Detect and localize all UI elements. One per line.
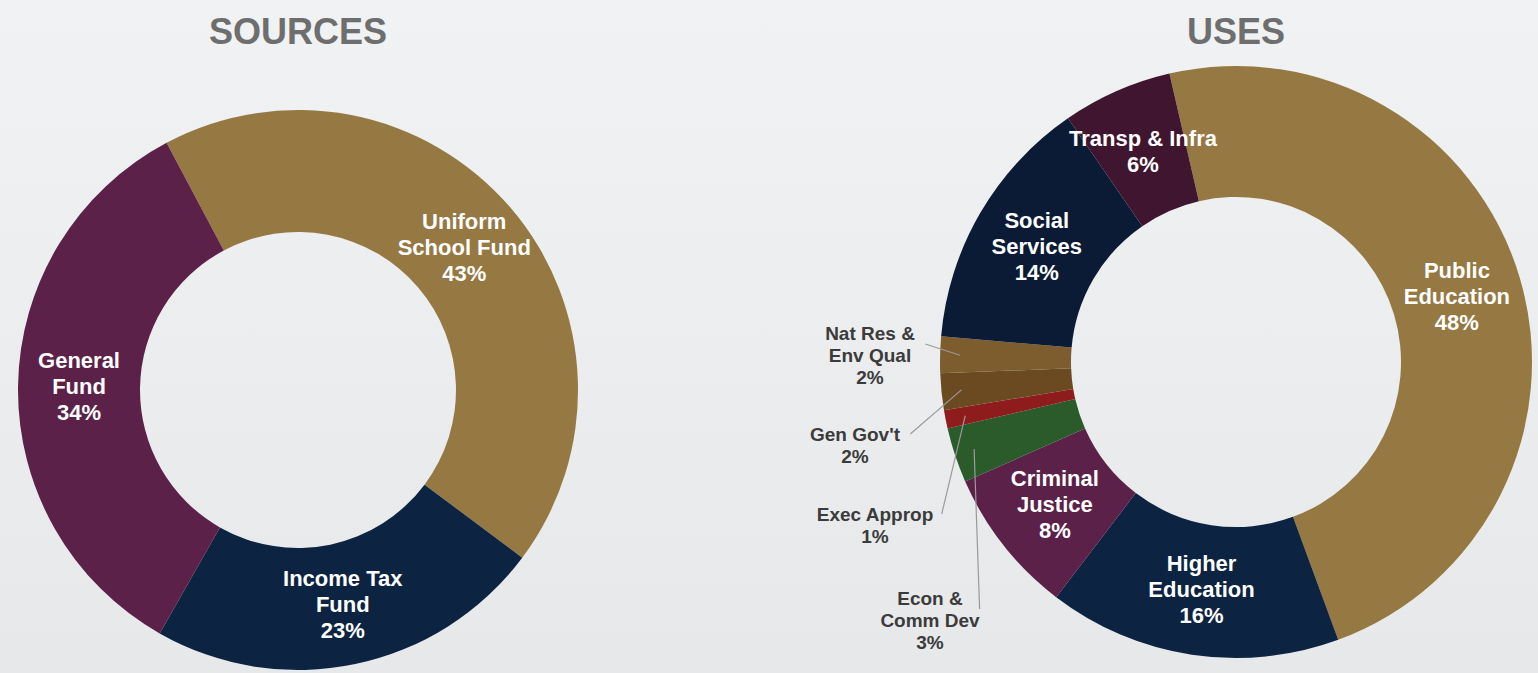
svg-text:Criminal: Criminal (1011, 466, 1099, 491)
svg-text:Gen Gov't: Gen Gov't (810, 424, 901, 445)
svg-text:General: General (38, 348, 120, 373)
html-text:SOURCES: SOURCES (209, 11, 387, 52)
svg-text:School Fund: School Fund (398, 235, 531, 260)
svg-text:Higher: Higher (1167, 551, 1237, 576)
svg-text:Education: Education (1148, 577, 1254, 602)
svg-text:8%: 8% (1039, 518, 1071, 543)
svg-text:Transp & Infra: Transp & Infra (1069, 126, 1218, 151)
svg-text:Fund: Fund (316, 592, 370, 617)
svg-text:48%: 48% (1435, 310, 1479, 335)
svg-text:Education: Education (1404, 284, 1510, 309)
svg-text:Uniform: Uniform (422, 209, 506, 234)
svg-text:Public: Public (1424, 258, 1490, 283)
svg-text:2%: 2% (856, 367, 884, 388)
svg-text:Income Tax: Income Tax (283, 566, 403, 591)
svg-text:6%: 6% (1127, 152, 1159, 177)
svg-text:Econ &: Econ & (897, 588, 963, 609)
svg-text:Social: Social (1004, 208, 1069, 233)
svg-text:Justice: Justice (1017, 492, 1093, 517)
svg-text:Comm Dev: Comm Dev (880, 610, 980, 631)
svg-text:34%: 34% (57, 400, 101, 425)
svg-text:Fund: Fund (52, 374, 106, 399)
svg-text:3%: 3% (916, 632, 944, 653)
svg-text:14%: 14% (1015, 260, 1059, 285)
svg-text:23%: 23% (321, 618, 365, 643)
html-text:USES: USES (1187, 11, 1285, 52)
svg-text:Services: Services (992, 234, 1083, 259)
svg-text:Env Qual: Env Qual (829, 345, 911, 366)
svg-text:43%: 43% (442, 261, 486, 286)
svg-text:Nat Res &: Nat Res & (825, 323, 915, 344)
svg-text:2%: 2% (841, 446, 869, 467)
svg-text:16%: 16% (1180, 603, 1224, 628)
svg-text:Exec Approp: Exec Approp (817, 504, 934, 525)
svg-text:1%: 1% (861, 526, 889, 547)
